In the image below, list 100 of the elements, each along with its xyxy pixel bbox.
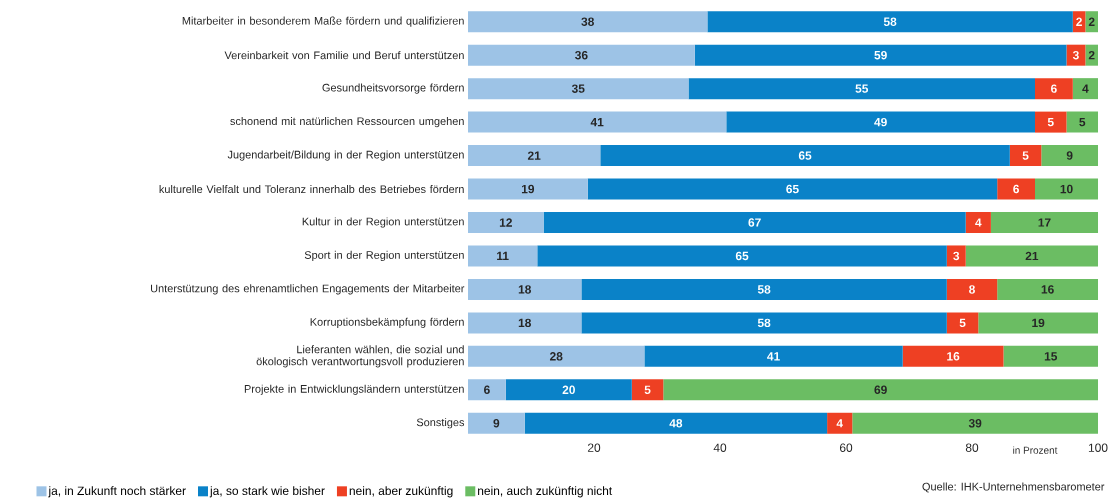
data-label: 4 <box>975 218 982 227</box>
data-label: 16 <box>947 352 960 361</box>
data-label: 5 <box>1079 117 1086 127</box>
data-label: 4 <box>1082 84 1089 93</box>
bar <box>1035 178 1099 200</box>
y-tick-label: Mitarbeiter in besonderem Maße fördern und qualifizieren <box>182 16 464 27</box>
y-tick-label: Unterstützung des ehrenamtlichen Engagements der Mitarbeiter <box>151 284 465 295</box>
data-label: 58 <box>757 318 771 328</box>
bar <box>694 44 1067 66</box>
source-note: Quelle: IHK-Unternehmensbarometer <box>922 482 1105 493</box>
data-label: 15 <box>1044 352 1058 361</box>
bar <box>468 245 538 267</box>
bar <box>997 278 1099 300</box>
data-label: 38 <box>581 17 594 26</box>
data-label: 21 <box>527 151 541 160</box>
bar <box>543 211 966 233</box>
legend-label: nein, auch zukünftig nicht <box>478 486 613 498</box>
bar <box>1035 111 1067 133</box>
y-tick-label: Jugendarbeit/Bildung in der Region unterstützen <box>227 150 464 161</box>
data-label: 36 <box>575 50 588 60</box>
data-label: 5 <box>644 385 651 394</box>
x-tick-label: 60 <box>839 443 853 452</box>
x-tick-label: 100 <box>1088 443 1108 452</box>
bar <box>965 211 991 233</box>
bar <box>468 145 601 167</box>
bar <box>600 145 1010 167</box>
bar <box>644 345 903 367</box>
bar <box>1072 78 1099 100</box>
bar <box>688 78 1036 100</box>
bar <box>537 245 947 267</box>
data-label: 3 <box>953 251 960 261</box>
bar <box>946 312 979 334</box>
legend-label: ja, in Zukunft noch stärker <box>48 486 186 498</box>
data-label: 21 <box>1025 251 1039 261</box>
bar <box>468 345 645 367</box>
data-label: 58 <box>883 17 897 26</box>
bar <box>827 412 853 434</box>
y-tick-label: Lieferanten wählen, die sozial und ökologisch verantwortungsvoll produzieren <box>256 345 464 368</box>
data-label: 19 <box>1032 318 1045 328</box>
bar <box>1085 44 1099 66</box>
y-tick-label: Korruptionsbekämpfung fördern <box>310 317 464 328</box>
bar <box>468 278 582 300</box>
bar <box>1041 145 1099 167</box>
data-label: 11 <box>497 251 509 261</box>
data-label: 65 <box>786 184 799 194</box>
bar <box>946 245 966 267</box>
bar <box>1066 111 1099 133</box>
data-label: 18 <box>518 318 531 328</box>
bar <box>468 178 588 200</box>
data-label: 28 <box>549 352 563 361</box>
data-label: 48 <box>669 419 683 428</box>
y-tick-label: Projekte in Entwicklungsländern unterstützen <box>244 384 464 395</box>
bar <box>990 211 1099 233</box>
bar <box>581 312 947 334</box>
bar <box>581 278 947 300</box>
data-label: 9 <box>1066 151 1073 160</box>
data-label: 18 <box>518 285 531 294</box>
x-axis-title: in Prozent <box>1013 446 1058 454</box>
bar <box>707 11 1073 33</box>
data-label: 41 <box>590 118 604 127</box>
bar <box>468 211 544 233</box>
bar <box>587 178 998 200</box>
bar <box>468 379 506 401</box>
bar <box>978 312 1099 334</box>
bar <box>468 412 525 434</box>
x-tick-label: 80 <box>965 443 979 452</box>
data-label: 2 <box>1088 17 1095 26</box>
legend-label: ja, so stark wie bisher <box>209 486 325 498</box>
y-tick-label: Sonstiges <box>416 418 465 429</box>
bar <box>631 379 664 401</box>
bar <box>1085 11 1099 33</box>
data-label: 8 <box>969 285 975 294</box>
bar <box>663 379 1099 401</box>
bar <box>852 412 1099 434</box>
data-label: 65 <box>798 151 812 160</box>
data-label: 16 <box>1041 285 1054 294</box>
bar <box>468 111 727 133</box>
bar <box>505 379 632 401</box>
x-tick-label: 40 <box>713 443 727 452</box>
data-label: 9 <box>493 419 500 428</box>
bar <box>997 178 1036 200</box>
bar <box>524 412 828 434</box>
data-label: 65 <box>735 251 749 261</box>
data-label: 3 <box>1072 50 1079 60</box>
data-label: 5 <box>959 318 966 328</box>
y-tick-label: Sport in der Region unterstützen <box>304 250 464 262</box>
x-tick-label: 20 <box>587 443 601 452</box>
data-label: 59 <box>874 50 887 60</box>
bar <box>726 111 1036 133</box>
data-label: 12 <box>499 218 512 227</box>
data-label: 39 <box>968 419 982 428</box>
data-label: 49 <box>874 117 887 127</box>
data-label: 35 <box>571 84 585 93</box>
data-label: 67 <box>748 218 761 227</box>
data-label: 58 <box>757 285 771 294</box>
y-tick-label: schonend mit natürlichen Ressourcen umgehen <box>230 117 464 128</box>
y-tick-label: Vereinbarkeit von Familie und Beruf unterstützen <box>224 51 464 60</box>
bar <box>946 278 998 300</box>
bar <box>468 44 695 66</box>
bar <box>1003 345 1099 367</box>
